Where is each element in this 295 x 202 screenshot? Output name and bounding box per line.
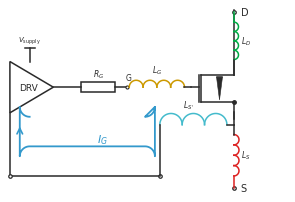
Text: $I_G$: $I_G$ — [97, 133, 108, 147]
Text: $L_G$: $L_G$ — [152, 64, 162, 77]
Text: DRV: DRV — [19, 83, 38, 92]
Text: $V_{\mathregular{supply}}$: $V_{\mathregular{supply}}$ — [18, 35, 41, 46]
Text: G: G — [125, 74, 131, 83]
Text: $L_D$: $L_D$ — [241, 35, 251, 48]
Text: $R_G$: $R_G$ — [93, 68, 104, 81]
Text: D: D — [241, 8, 248, 18]
Text: $L_{S'}$: $L_{S'}$ — [183, 99, 194, 111]
FancyBboxPatch shape — [81, 83, 115, 93]
Polygon shape — [217, 78, 222, 101]
Text: S: S — [241, 183, 247, 193]
Text: $L_S$: $L_S$ — [241, 149, 250, 162]
